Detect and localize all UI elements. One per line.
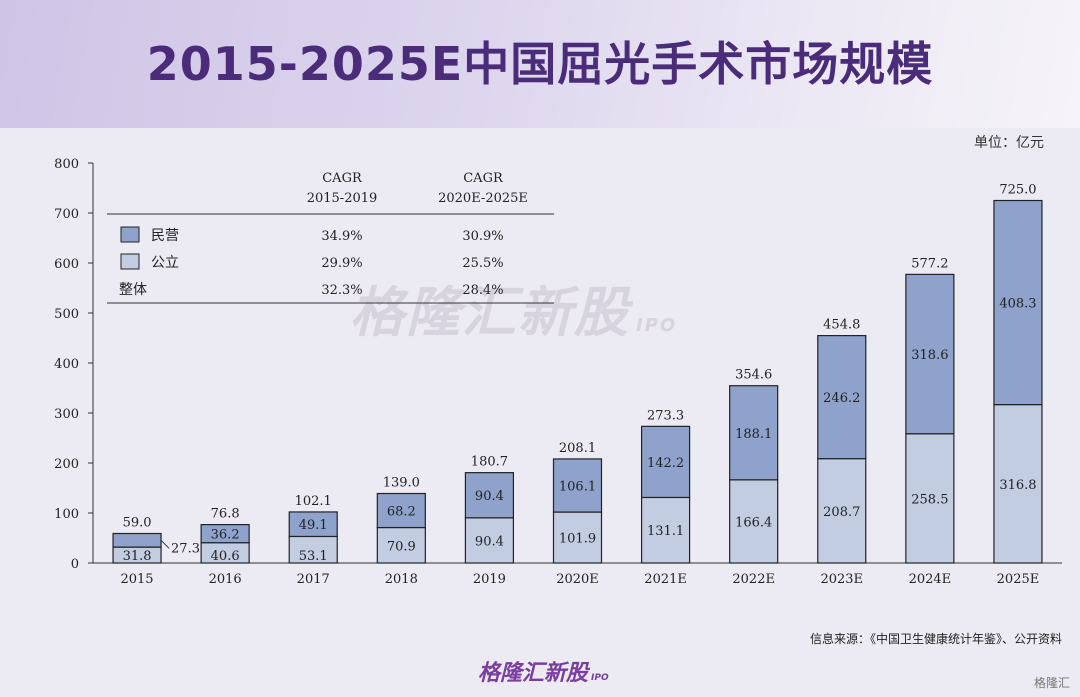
y-tick-label: 100: [54, 507, 79, 522]
x-tick-label: 2017: [297, 572, 330, 587]
legend-label: 民营: [151, 228, 179, 244]
cagr-header-line1: CAGR: [463, 171, 504, 186]
value-label-private: 408.3: [999, 297, 1036, 312]
bar-segment-private: [993, 199, 1043, 406]
value-label-public: 101.9: [559, 532, 596, 547]
value-label-public: 53.1: [299, 549, 328, 564]
value-label-public: 258.5: [911, 492, 948, 507]
value-label-private: 36.2: [211, 528, 240, 543]
unit-label: 单位：亿元: [974, 135, 1044, 151]
value-label-private: 27.3: [171, 541, 200, 556]
cagr-value-2015-2019: 32.3%: [321, 283, 362, 298]
bar-segment-public: [993, 404, 1043, 564]
total-label: 577.2: [911, 256, 948, 271]
cagr-header-period: 2015-2019: [307, 191, 378, 206]
value-label-public: 131.1: [647, 524, 684, 539]
value-label-public: 316.8: [999, 478, 1036, 493]
total-label: 725.0: [999, 183, 1036, 198]
header-band: [0, 0, 1080, 128]
cagr-header-line1: CAGR: [322, 171, 363, 186]
x-tick-label: 2022E: [732, 572, 775, 587]
x-tick-label: 2024E: [909, 572, 952, 587]
legend-swatch-public: [120, 253, 140, 270]
y-tick-label: 400: [54, 357, 79, 372]
value-label-public: 166.4: [735, 515, 772, 530]
total-label: 454.8: [823, 318, 860, 333]
bar-segment-public: [817, 458, 867, 564]
bar-segment-private: [464, 472, 515, 519]
y-tick-label: 300: [54, 407, 79, 422]
x-tick-label: 2020E: [556, 572, 599, 587]
bar-segment-private: [817, 335, 867, 460]
bar-segment-public: [729, 479, 779, 564]
value-label-public: 40.6: [211, 549, 240, 564]
bar-segment-private: [200, 523, 250, 544]
legend-swatch-private: [120, 226, 140, 243]
y-tick-label: 200: [54, 457, 79, 472]
value-label-public: 31.8: [123, 549, 152, 564]
y-tick-label: 500: [54, 307, 79, 322]
cagr-value-2015-2019: 34.9%: [321, 229, 362, 244]
value-label-public: 90.4: [475, 534, 504, 549]
value-label-public: 70.9: [387, 539, 416, 554]
y-tick-label: 800: [54, 157, 79, 172]
bar-segment-private: [288, 511, 338, 538]
corner-watermark: 格隆汇: [1033, 676, 1070, 690]
bar-segment-public: [640, 496, 691, 564]
value-label-private: 49.1: [299, 518, 328, 533]
legend-label: 整体: [119, 282, 147, 298]
total-label: 59.0: [123, 516, 152, 531]
source-note: 信息来源：《中国卫生健康统计年鉴》、公开资料: [809, 632, 1062, 646]
total-label: 208.1: [559, 441, 596, 456]
legend-label: 公立: [151, 255, 179, 271]
x-tick-label: 2023E: [820, 572, 863, 587]
brand-name: 格隆汇新股: [478, 661, 589, 686]
brand-logo: 格隆汇新股 IPO: [478, 655, 609, 687]
page-title: 2015-2025E中国屈光手术市场规模: [146, 37, 934, 91]
value-label-private: 188.1: [735, 427, 772, 442]
y-tick-label: 700: [54, 207, 79, 222]
bar-segment-public: [552, 511, 603, 564]
cagr-value-2020-2025: 25.5%: [462, 256, 503, 271]
x-tick-label: 2016: [209, 572, 242, 587]
total-label: 102.1: [295, 494, 332, 509]
bar-segment-private: [905, 273, 955, 435]
value-label-private: 142.2: [647, 456, 684, 471]
cagr-header-period: 2020E-2025E: [438, 191, 528, 206]
total-label: 273.3: [647, 408, 684, 423]
total-label: 139.0: [383, 476, 420, 491]
bar-segment-private: [640, 425, 691, 499]
x-tick-label: 2021E: [644, 572, 687, 587]
cagr-value-2015-2019: 29.9%: [321, 256, 362, 271]
total-label: 76.8: [211, 507, 240, 522]
y-tick-label: 0: [71, 557, 79, 572]
x-tick-label: 2015: [120, 572, 153, 587]
x-tick-label: 2018: [385, 572, 418, 587]
bar-segment-private: [112, 532, 162, 548]
bar-segment-public: [288, 535, 338, 564]
bar-segment-private: [376, 492, 426, 529]
value-label-private: 68.2: [387, 505, 416, 520]
total-label: 354.6: [735, 368, 772, 383]
value-label-private: 246.2: [823, 391, 860, 406]
x-tick-label: 2019: [473, 572, 506, 587]
x-tick-label: 2025E: [997, 572, 1040, 587]
value-label-private: 90.4: [475, 489, 504, 504]
bar-segment-private: [552, 458, 603, 513]
value-label-public: 208.7: [823, 505, 860, 520]
bar-segment-public: [905, 433, 955, 564]
cagr-value-2020-2025: 30.9%: [462, 229, 503, 244]
brand-sub: IPO: [591, 673, 609, 683]
total-label: 180.7: [471, 455, 508, 470]
leader-line: [160, 539, 170, 549]
value-label-private: 106.1: [559, 480, 596, 495]
cagr-value-2020-2025: 28.4%: [462, 283, 503, 298]
bar-segment-private: [729, 385, 779, 481]
value-label-private: 318.6: [911, 348, 948, 363]
y-tick-label: 600: [54, 257, 79, 272]
